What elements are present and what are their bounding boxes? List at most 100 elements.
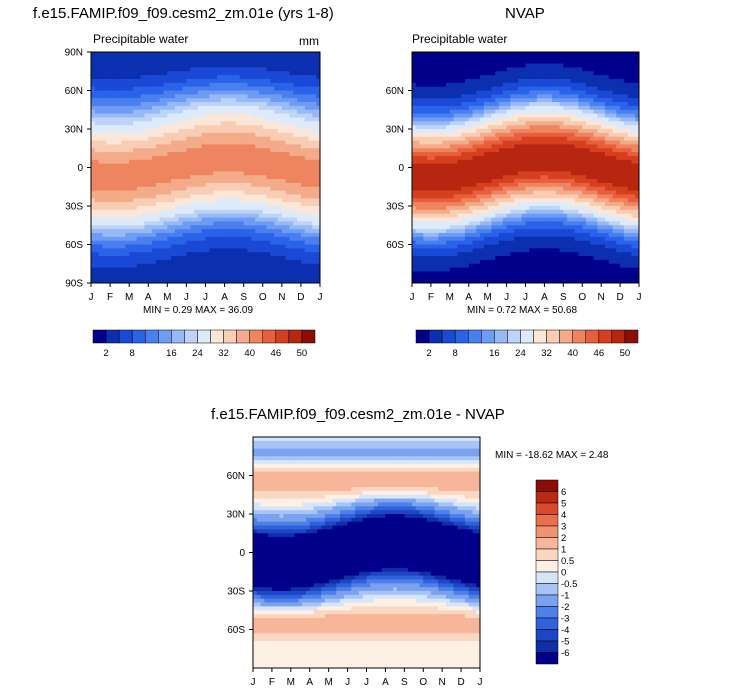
heatmap-cell [427,198,431,202]
heatmap-cell [255,56,259,60]
heatmap-cell [312,60,316,64]
heatmap-cell [274,141,278,145]
heatmap-cell [106,129,110,133]
heatmap-cell [232,71,236,75]
heatmap-cell [293,256,297,260]
heatmap-cell [476,268,480,272]
heatmap-cell [476,275,480,279]
heatmap-cell [289,106,293,110]
heatmap-cell [274,121,278,125]
heatmap-cell [114,91,118,95]
heatmap-cell [286,64,290,68]
heatmap-cell [461,129,465,133]
heatmap-cell [251,137,255,141]
heatmap-cell [160,133,164,137]
heatmap-cell [270,198,274,202]
heatmap-cell [194,79,198,83]
heatmap-cell [194,98,198,102]
heatmap-cell [255,264,259,268]
heatmap-cell [202,133,206,137]
heatmap-cell [297,271,301,275]
heatmap-cell [133,133,137,137]
heatmap-cell [259,102,263,106]
heatmap-cell [305,67,309,71]
heatmap-cell [167,156,171,160]
heatmap-cell [99,83,103,87]
heatmap-cell [110,168,114,172]
heatmap-cell [236,248,240,252]
heatmap-cell [259,60,263,64]
heatmap-cell [423,202,427,206]
heatmap-cell [312,168,316,172]
heatmap-cell [167,171,171,175]
heatmap-cell [450,148,454,152]
heatmap-cell [435,60,439,64]
heatmap-cell [442,98,446,102]
heatmap-cell [160,67,164,71]
heatmap-cell [309,160,313,164]
heatmap-cell [309,125,313,129]
heatmap-cell [91,175,95,179]
heatmap-cell [206,221,210,225]
heatmap-cell [480,179,484,183]
heatmap-cell [175,87,179,91]
heatmap-cell [465,175,469,179]
heatmap-cell [141,79,145,83]
heatmap-cell [293,110,297,114]
heatmap-cell [91,194,95,198]
heatmap-cell [270,83,274,87]
heatmap-cell [202,67,206,71]
heatmap-cell [125,133,129,137]
heatmap-cell [309,194,313,198]
heatmap-cell [106,221,110,225]
heatmap-cell [255,152,259,156]
heatmap-cell [95,191,99,195]
heatmap-cell [209,71,213,75]
heatmap-cell [247,241,251,245]
heatmap-cell [110,83,114,87]
heatmap-cell [228,264,232,268]
heatmap-cell [473,229,477,233]
heatmap-cell [255,160,259,164]
heatmap-cell [171,275,175,279]
heatmap-cell [473,141,477,145]
heatmap-cell [225,221,229,225]
heatmap-cell [183,248,187,252]
heatmap-cell [454,60,458,64]
heatmap-cell [194,198,198,202]
heatmap-cell [412,102,416,106]
heatmap-cell [244,137,248,141]
heatmap-cell [435,206,439,210]
heatmap-cell [202,141,206,145]
heatmap-cell [488,79,492,83]
heatmap-cell [480,64,484,68]
heatmap-cell [206,198,210,202]
heatmap-cell [431,233,435,237]
heatmap-cell [312,260,316,264]
heatmap-cell [232,102,236,106]
heatmap-cell [236,83,240,87]
heatmap-cell [484,225,488,229]
heatmap-cell [228,168,232,172]
heatmap-cell [186,275,190,279]
heatmap-cell [137,264,141,268]
heatmap-cell [255,191,259,195]
heatmap-cell [118,194,122,198]
heatmap-cell [427,164,431,168]
heatmap-cell [106,245,110,249]
heatmap-cell [289,252,293,256]
heatmap-cell [129,144,133,148]
heatmap-cell [473,245,477,249]
heatmap-cell [454,125,458,129]
heatmap-cell [152,225,156,229]
heatmap-cell [114,264,118,268]
heatmap-cell [137,91,141,95]
heatmap-cell [91,164,95,168]
heatmap-cell [416,225,420,229]
heatmap-cell [416,245,420,249]
heatmap-cell [450,206,454,210]
heatmap-cell [427,67,431,71]
heatmap-cell [114,268,118,272]
heatmap-cell [301,121,305,125]
heatmap-cell [144,191,148,195]
